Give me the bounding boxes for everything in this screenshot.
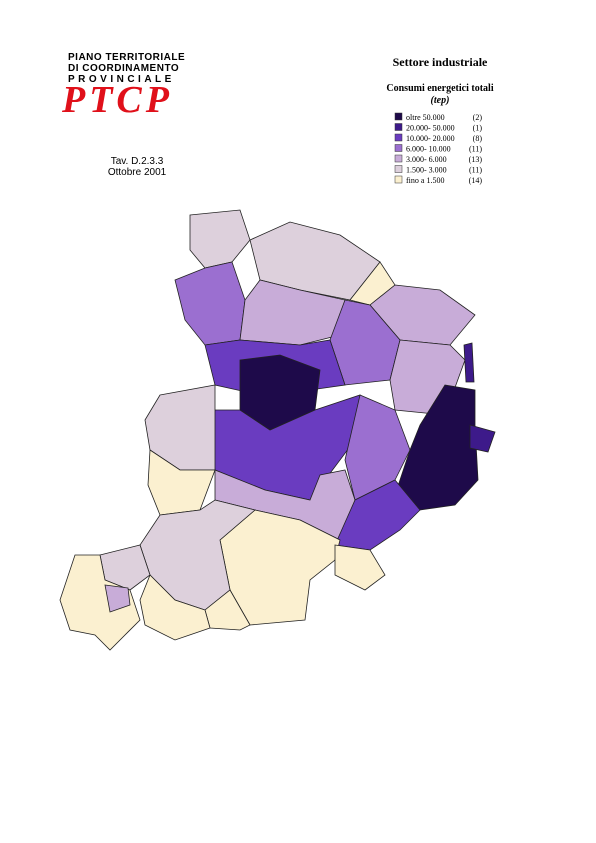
legend-label: 6.000- 10.000	[406, 145, 451, 154]
logo-line: DI COORDINAMENTO	[68, 63, 179, 74]
legend-swatch	[394, 144, 403, 152]
logo-line: PROVINCIALE	[68, 74, 175, 85]
logo-line: PIANO TERRITORIALE	[68, 52, 185, 63]
legend-title: Settore industriale	[393, 55, 488, 69]
legend-count: (11)	[469, 145, 482, 154]
table-ref: Tav. D.2.3.3	[111, 156, 164, 167]
logo: PIANO TERRITORIALE DI COORDINAMENTO PROV…	[61, 52, 185, 121]
legend-swatch	[394, 123, 403, 131]
legend-count: (1)	[473, 124, 483, 133]
legend-swatch	[394, 112, 403, 121]
legend-swatch	[394, 175, 403, 184]
legend-count: (14)	[469, 176, 483, 185]
legend-label: 1.500- 3.000	[406, 166, 447, 175]
legend-label: oltre 50.000	[406, 113, 445, 122]
legend-count: (2)	[473, 113, 483, 122]
legend-count: (13)	[469, 155, 483, 164]
map	[59, 209, 496, 651]
legend-count: (8)	[473, 134, 483, 143]
legend-count: (11)	[469, 166, 482, 175]
legend-swatch	[394, 165, 403, 173]
legend-subtitle: Consumi energetici totali	[386, 83, 493, 94]
legend: oltre 50.000 (2) 20.000- 50.000 (1) 10.000- …	[394, 112, 483, 185]
legend-swatch	[394, 154, 403, 163]
legend-label: 10.000- 20.000	[406, 134, 455, 143]
legend-swatch	[394, 133, 403, 142]
legend-label: fino a 1.500	[406, 176, 444, 185]
logo-mark: PTCP	[61, 79, 173, 121]
legend-unit: (tep)	[431, 95, 450, 106]
date: Ottobre 2001	[108, 167, 167, 178]
legend-label: 20.000- 50.000	[406, 124, 455, 133]
legend-label: 3.000- 6.000	[406, 155, 447, 164]
